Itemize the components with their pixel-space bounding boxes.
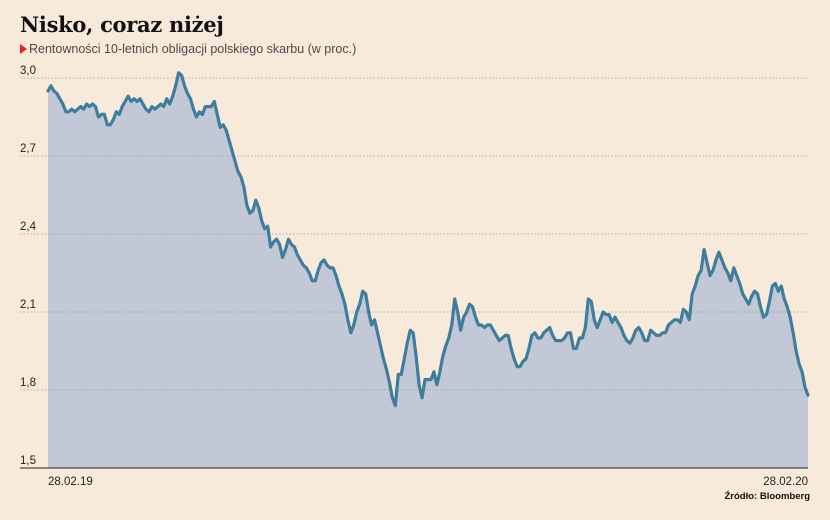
y-tick-label: 2,7 [20,143,36,155]
x-tick-label-start: 28.02.19 [48,476,93,488]
chart-subtitle: Rentowności 10-letnich obligacji polskie… [20,42,356,56]
y-tick-label: 2,4 [20,221,37,233]
yield-area [48,72,808,469]
y-tick-label: 1,8 [20,377,36,389]
y-tick-label: 3,0 [20,65,36,77]
red-triangle-marker-icon [20,44,27,54]
yield-line [46,71,810,408]
chart-title: Nisko, coraz niżej [20,12,224,37]
y-tick-label: 1,5 [20,455,36,467]
chart-subtitle-text: Rentowności 10-letnich obligacji polskie… [29,42,357,56]
source-note: Źródło: Bloomberg [724,491,811,502]
y-tick-label: 2,1 [20,299,36,311]
x-tick-label-end: 28.02.20 [763,476,808,488]
